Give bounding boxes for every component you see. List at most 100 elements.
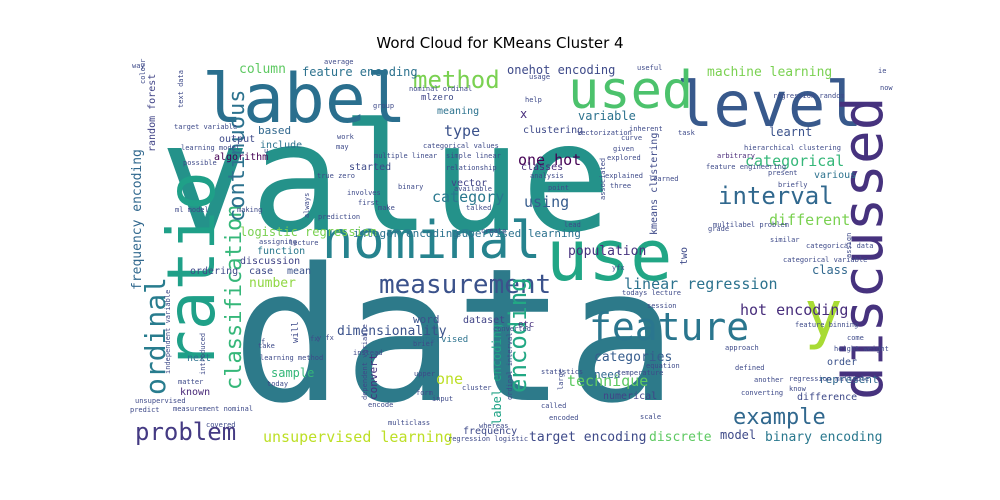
word-y-fx: y fx [317,334,334,342]
word-categories: categories [594,350,672,365]
word-create: create [481,227,506,235]
word-make: make [378,204,395,212]
word-word: word [413,313,440,326]
word-started: started [349,162,391,173]
word-regression-multiple: regression multiple [789,375,869,383]
word-explained: explained [605,172,643,180]
word-converting: converting [741,389,783,397]
word-multiple-linear: multiple linear [374,152,437,160]
word-lead: lead [564,221,581,229]
word-lecture: lecture [289,239,319,247]
word-technique: technique [567,372,648,390]
word-two: two [679,247,690,265]
word-one: one [436,370,463,388]
word-f: f [261,338,265,346]
word-ml-model: ml model [175,206,209,214]
word-hierarchical-clustering: hierarchical clustering [744,144,841,152]
word-cluster: cluster [462,384,492,392]
word-based: based [258,124,291,137]
word-feature-binning: feature binning [795,321,858,329]
word-target-encoding: target encoding [529,430,646,445]
word-today: today [267,380,288,388]
word-dimensionality: dimensionality [337,324,447,339]
word-ordering: ordering [190,266,238,277]
word-work: work [337,133,355,141]
word-supervised: supervised [414,335,468,345]
word-instead: instead [353,349,383,357]
word-integer-encoding: integer encoding [353,227,459,240]
word-variable: variable [578,109,636,123]
word-input: input [432,395,453,403]
word-difference: difference [797,392,857,403]
word-use: use [546,215,672,297]
word-introduced: introduced [199,333,207,375]
word-vector: vector [451,178,487,189]
word-dependent-variable: dependent variable [361,324,369,400]
word-logistic-regression: logistic regression [240,225,377,239]
word-method: method [413,66,500,94]
word-simple-linear: simple linear [446,152,501,160]
word-explored: explored [607,154,641,162]
word-u: u [264,147,268,155]
word-always: always [303,193,311,218]
word-next: next [187,353,211,364]
word-relationship: relationship [446,164,497,172]
word-include: include [260,140,302,151]
word-arbitrary: arbitrary [717,152,755,160]
word-equation: equation [646,362,680,370]
word-data: data [232,228,678,444]
word-feature-engineering: feature engineering [706,163,786,171]
word-feature-encoding: feature encoding [302,65,418,79]
word-clustering: clustering [523,125,583,136]
word-will: will [291,321,301,343]
word-categorical: categorical [745,152,844,170]
word-type: type [444,122,480,140]
word-problem: problem [135,418,236,446]
word-measurement-nominal: measurement nominal [173,405,253,413]
word-associated: associated [599,158,607,200]
word-scale: scale [640,413,661,421]
word-usage: usage [529,73,550,81]
word-ordinal-interval: ordinal interval [506,333,514,400]
word-continuous: continuous [225,90,250,222]
word-frequency: frequency [463,426,517,437]
word-zero: zero [432,93,454,103]
word-multilabel-problem: multilabel problem [713,221,789,229]
word-help: help [525,96,542,104]
word-multiclass: multiclass [388,419,430,427]
word-come: come [847,334,864,342]
word-used: used [568,61,693,121]
word-interval: interval [718,182,834,210]
word-value: value [160,92,612,266]
word-converted: converted [493,325,531,333]
word-discussed: discussed [831,97,896,400]
word-independent-variable: independent variable [164,290,172,374]
word-called: called [541,402,566,410]
word-text-data: text data [177,70,185,108]
word-grade: grade [708,225,729,233]
word-using: using [524,193,569,211]
word-classes: classes [521,162,563,173]
word-known: known [180,387,210,398]
word-ordinal: ordinal [139,277,172,395]
word-encoded: encoded [549,414,579,422]
word-true-zero: true zero [317,172,355,180]
word-form: form [416,389,433,397]
word-column: column [239,62,286,77]
word-unsupervised-learning: unsupervised learning [263,428,453,446]
word-various: various [814,170,856,181]
word-target-variable: target variable [174,123,237,131]
word-dataset: dataset [463,315,505,326]
word-learnt: learnt [769,125,812,139]
word-now: now [880,84,893,92]
word-whereas: whereas [479,422,509,430]
word-categorical-data: categorical data [806,242,873,250]
word-categorical-values: categorical values [423,142,499,150]
word-learning-model: learning model [181,144,240,152]
word-ml: ml [421,93,432,103]
word-machine-learning: machine learning [707,65,832,80]
word-similar: similar [770,236,800,244]
word-feature: feature [589,305,749,349]
